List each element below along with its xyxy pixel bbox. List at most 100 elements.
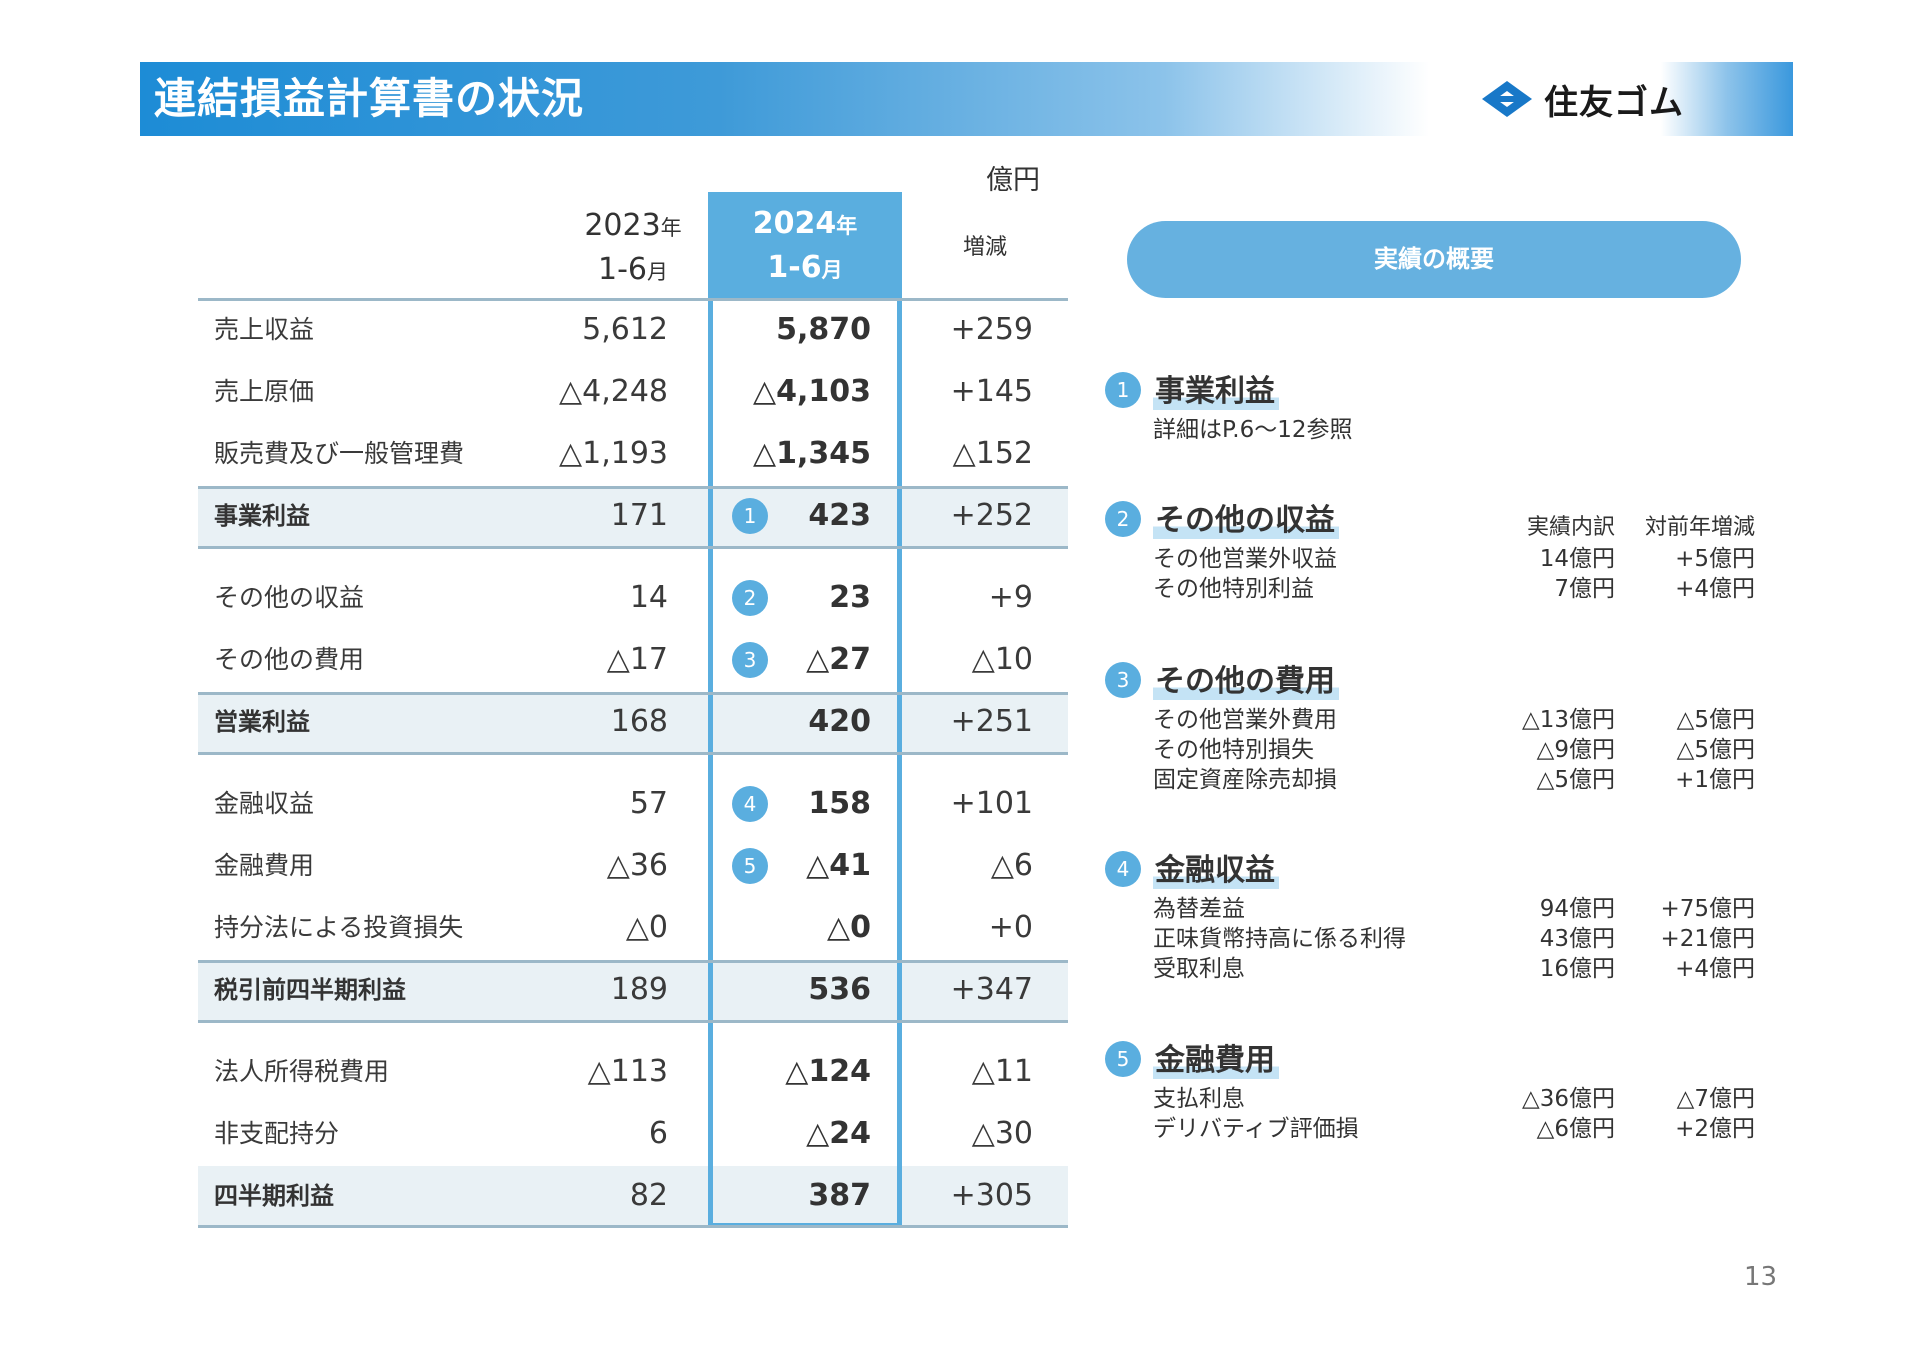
- section-line-value: 94億円: [1539, 896, 1615, 922]
- value-2024: 387: [808, 1178, 871, 1213]
- section-line-value: △5億円: [1536, 767, 1615, 793]
- note-badge: 5: [732, 848, 768, 884]
- row-label: 営業利益: [214, 708, 310, 736]
- section-title: 事業利益: [1153, 366, 1279, 410]
- section-line-yoy: +75億円: [1660, 896, 1755, 922]
- value-2024: 23: [829, 580, 871, 615]
- table-rule: [198, 298, 1068, 301]
- table-row: 売上原価 △4,248 △4,103 +145: [198, 364, 1068, 420]
- col-header-breakdown: 実績内訳: [1526, 515, 1615, 540]
- section-line-yoy: +5億円: [1675, 546, 1755, 572]
- value-2023: △0: [625, 910, 668, 945]
- page-number: 13: [1744, 1262, 1778, 1292]
- logo-text: 住友ゴム: [1544, 82, 1684, 123]
- table-row: 四半期利益 82 387 +305: [198, 1166, 1068, 1226]
- note-badge: 4: [732, 786, 768, 822]
- section-line-label: 詳細はP.6～12参照: [1153, 417, 1353, 443]
- row-label: 売上原価: [214, 377, 315, 406]
- value-2024: △4,103: [753, 374, 871, 409]
- row-shade: [198, 692, 1068, 752]
- value-2024: 420: [808, 704, 871, 739]
- table-rule: [198, 1225, 1068, 1228]
- value-diff: △11: [971, 1054, 1033, 1089]
- table-row: 営業利益 168 420 +251: [198, 692, 1068, 752]
- row-label: 非支配持分: [214, 1119, 340, 1148]
- section-line-yoy: △7億円: [1676, 1086, 1755, 1112]
- value-2023: 82: [629, 1178, 668, 1213]
- section-line-label: その他特別損失: [1153, 737, 1314, 763]
- value-diff: △30: [971, 1116, 1033, 1151]
- row-label: 販売費及び一般管理費: [214, 439, 465, 468]
- section-line-label: 固定資産除売却損: [1153, 767, 1337, 793]
- row-label: 四半期利益: [214, 1182, 334, 1210]
- section-line-yoy: +4億円: [1675, 576, 1755, 602]
- section-line-yoy: △5億円: [1676, 737, 1755, 763]
- section-line-label: 正味貨幣持高に係る利得: [1153, 926, 1406, 952]
- value-diff: △152: [952, 436, 1033, 471]
- section-badge: 3: [1105, 662, 1141, 698]
- table-rule: [198, 486, 1068, 489]
- row-label: 金融収益: [214, 789, 315, 818]
- table-rule: [198, 1020, 1068, 1023]
- header-band: 連結損益計算書の状況 住友ゴム: [140, 62, 1793, 136]
- col-header-2024: 2024年 1-6月: [752, 206, 858, 285]
- row-label: その他の費用: [214, 645, 365, 674]
- section-line-value: 43億円: [1539, 926, 1615, 952]
- row-label: 事業利益: [214, 502, 310, 530]
- section-line-label: 受取利息: [1153, 956, 1245, 982]
- section-line-yoy: +1億円: [1675, 767, 1755, 793]
- value-2023: △1,193: [559, 436, 668, 471]
- row-label: 売上収益: [214, 315, 315, 344]
- value-diff: +347: [950, 972, 1033, 1007]
- logo-mark-icon: [1482, 81, 1532, 117]
- value-2024: △27: [806, 642, 871, 677]
- table-row: その他の費用 △17 3 △27 △10: [198, 632, 1068, 688]
- table-row: 金融収益 57 4 158 +101: [198, 776, 1068, 832]
- col-header-2023: 2023年 1-6月: [584, 208, 682, 287]
- row-label: 金融費用: [214, 851, 315, 880]
- value-2024: 158: [808, 786, 871, 821]
- section-badge: 4: [1105, 851, 1141, 887]
- section-line-yoy: +21億円: [1660, 926, 1755, 952]
- row-label: その他の収益: [214, 583, 365, 612]
- value-2023: △36: [606, 848, 668, 883]
- table-rule: [198, 752, 1068, 755]
- note-badge: 3: [732, 642, 768, 678]
- value-2023: 6: [648, 1116, 668, 1151]
- section-line-value: △36億円: [1522, 1086, 1615, 1112]
- value-diff: +259: [950, 312, 1033, 347]
- row-shade: [198, 1166, 1068, 1226]
- company-logo: 住友ゴム: [1480, 62, 1684, 136]
- value-diff: △6: [990, 848, 1033, 883]
- value-2023: 5,612: [582, 312, 668, 347]
- section-line-label: 為替差益: [1153, 896, 1245, 922]
- value-diff: +305: [950, 1178, 1033, 1213]
- section-badge: 1: [1105, 372, 1141, 408]
- table-row: 法人所得税費用 △113 △124 △11: [198, 1044, 1068, 1100]
- section-line-yoy: +2億円: [1675, 1116, 1755, 1142]
- value-2024: △124: [785, 1054, 871, 1089]
- col-header-diff: 増減: [962, 235, 1007, 260]
- value-2024: △1,345: [753, 436, 871, 471]
- value-2023: △4,248: [559, 374, 668, 409]
- value-2024: 536: [808, 972, 871, 1007]
- section-line-value: △6億円: [1536, 1116, 1615, 1142]
- section-badge: 2: [1105, 501, 1141, 537]
- section-line-label: その他特別利益: [1153, 576, 1314, 602]
- value-2024: 423: [808, 498, 871, 533]
- row-label: 税引前四半期利益: [214, 976, 406, 1004]
- value-2023: 57: [629, 786, 668, 821]
- table-row: その他の収益 14 2 23 +9: [198, 570, 1068, 626]
- table-row: 非支配持分 6 △24 △30: [198, 1106, 1068, 1162]
- section-title: 金融費用: [1153, 1035, 1279, 1079]
- col-header-yoy: 対前年増減: [1644, 515, 1755, 540]
- row-shade: [198, 486, 1068, 546]
- table-row: 持分法による投資損失 △0 △0 +0: [198, 900, 1068, 956]
- value-2023: △113: [587, 1054, 668, 1089]
- unit-label: 億円: [986, 165, 1040, 196]
- value-2024: 5,870: [776, 312, 871, 347]
- section-line-yoy: +4億円: [1675, 956, 1755, 982]
- value-2023: 14: [629, 580, 668, 615]
- value-diff: +145: [950, 374, 1033, 409]
- section-line-label: デリバティブ評価損: [1153, 1116, 1359, 1142]
